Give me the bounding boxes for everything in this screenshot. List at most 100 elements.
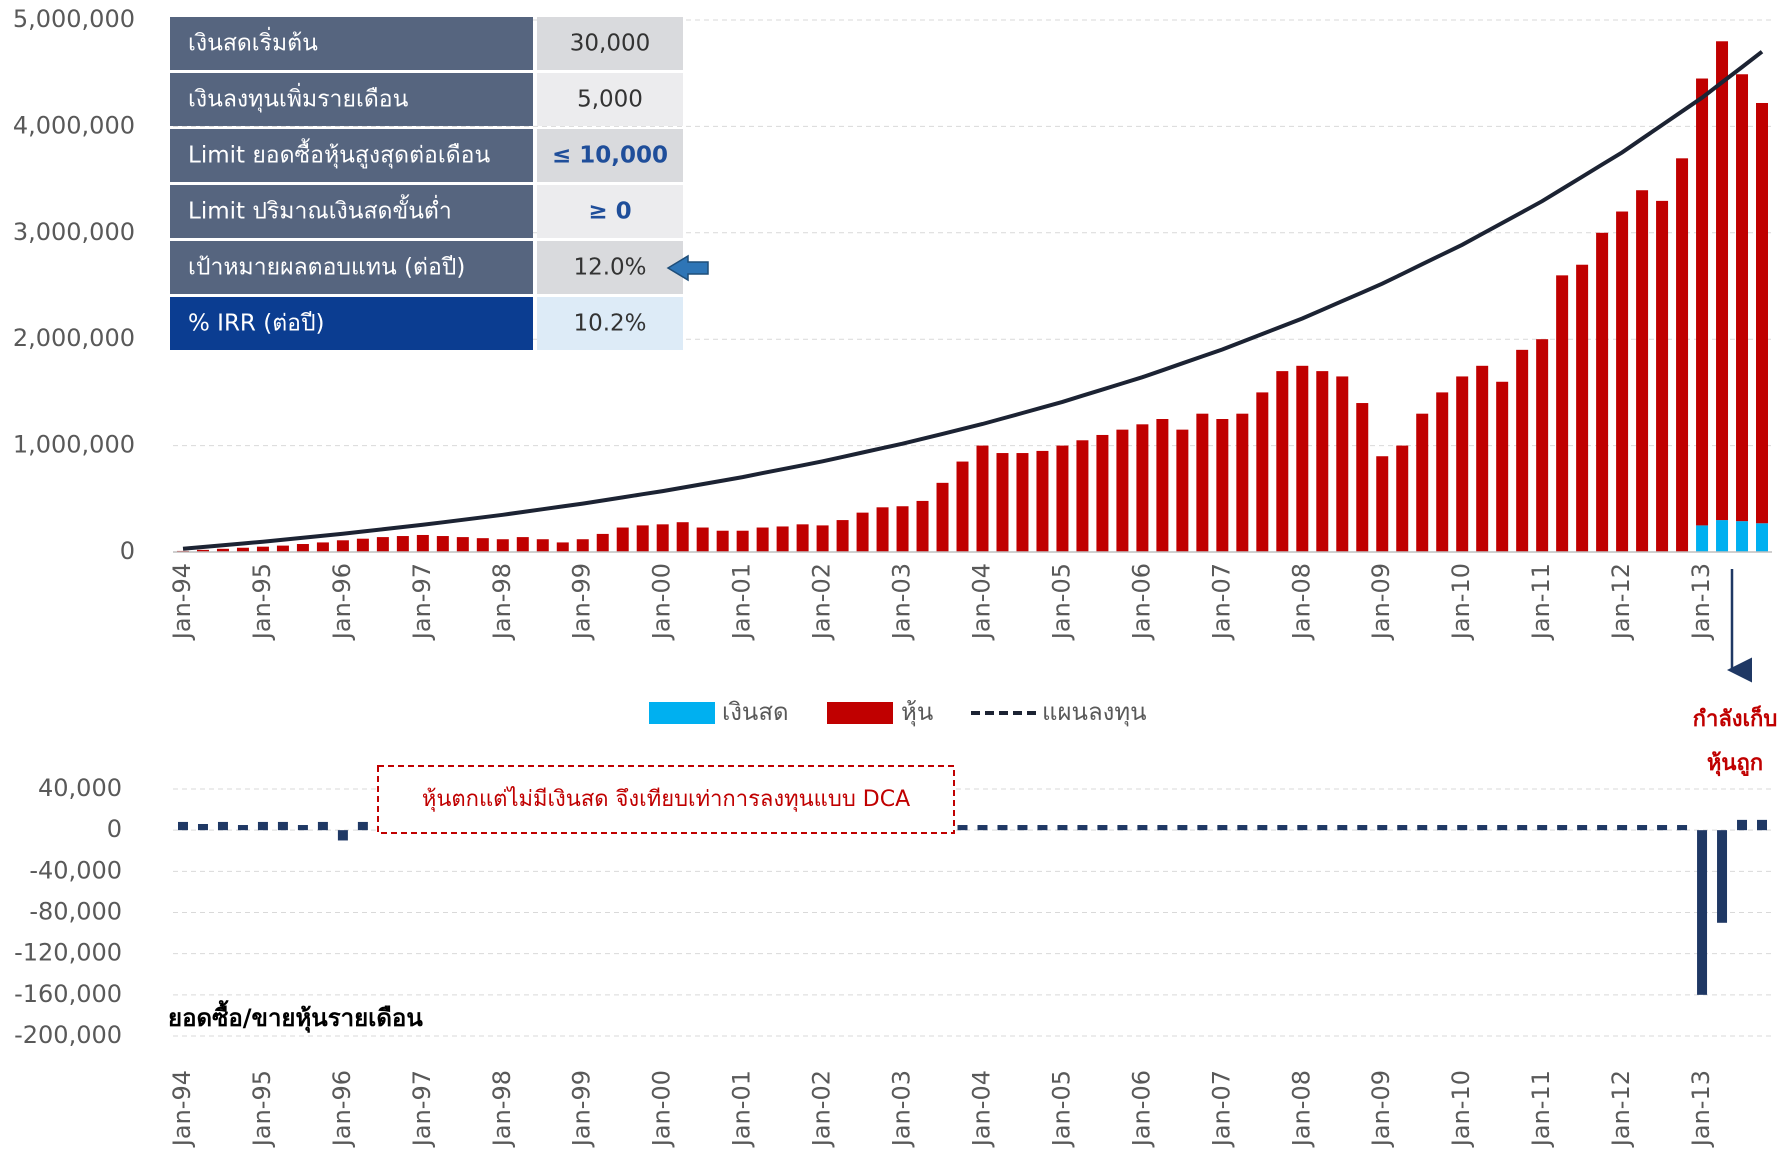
pointer-arrow [666, 254, 709, 282]
y-tick-label: -160,000 [14, 980, 122, 1008]
bar [1037, 825, 1048, 831]
bar [1217, 825, 1228, 831]
bar [1757, 819, 1768, 831]
bar [1457, 825, 1468, 831]
bar [1356, 403, 1369, 552]
table-value: ≥ 0 [588, 199, 631, 225]
bar [1756, 523, 1769, 552]
bar [1716, 41, 1729, 521]
x-tick-label: Jan-01 [728, 563, 756, 641]
bar [976, 445, 989, 552]
bar [576, 539, 589, 552]
parameter-table: เงินสดเริ่มต้น 30,000 เงินลงทุนเพิ่มรายเดื… [170, 17, 683, 350]
x-tick-label: Jan-01 [728, 1070, 756, 1148]
x-tick-label: Jan-09 [1367, 1070, 1395, 1148]
bar [716, 530, 729, 552]
x-tick-label: Jan-06 [1127, 1070, 1155, 1148]
y-tick-label: 0 [120, 537, 135, 565]
table-value: ≤ 10,000 [552, 143, 668, 169]
chart-title: ยอดซื้อ/ขายหุ้นรายเดือน [168, 999, 423, 1034]
x-tick-label: Jan-13 [1687, 563, 1715, 641]
x-tick-label: Jan-94 [168, 1070, 196, 1148]
bar [1297, 825, 1308, 831]
bar [916, 500, 929, 552]
bar [1076, 440, 1089, 552]
bar [1597, 825, 1608, 831]
bar [977, 825, 988, 831]
bar [1616, 211, 1629, 552]
bar [1456, 376, 1469, 552]
x-tick-label: Jan-99 [568, 563, 596, 641]
x-tick-label: Jan-06 [1127, 563, 1155, 641]
x-tick-label: Jan-95 [248, 563, 276, 641]
x-tick-label: Jan-02 [808, 563, 836, 641]
bar [1576, 264, 1589, 552]
bar [1477, 825, 1488, 831]
bar [1557, 825, 1568, 831]
bar [1537, 825, 1548, 831]
x-tick-label: Jan-03 [888, 1070, 916, 1148]
table-label: % IRR (ต่อปี) [188, 311, 325, 337]
bar [436, 536, 449, 552]
bar [1016, 453, 1029, 552]
y-tick-label: -120,000 [14, 939, 122, 967]
annotation: กำลังเก็บ [1693, 704, 1778, 732]
bar [936, 482, 949, 552]
bar [1697, 830, 1708, 995]
bar [1136, 424, 1149, 552]
x-tick-label: Jan-99 [568, 1070, 596, 1148]
bar [736, 530, 749, 552]
bar [476, 538, 489, 552]
bar [1216, 419, 1229, 552]
table-value: 5,000 [577, 87, 643, 113]
bar [1536, 339, 1549, 552]
bar [496, 539, 509, 552]
bar [1716, 520, 1729, 552]
bar [456, 537, 469, 552]
table-label-cell [170, 17, 533, 70]
table-label: เป้าหมายผลตอบแทน (ต่อปี) [188, 255, 465, 281]
x-tick-label: Jan-09 [1367, 563, 1395, 641]
bar [1416, 413, 1429, 552]
bar [197, 823, 208, 831]
bar [1476, 365, 1489, 552]
table-label: เงินสดเริ่มต้น [188, 27, 318, 57]
bar [1657, 825, 1668, 831]
table-label-cell [170, 241, 533, 294]
x-tick-label: Jan-02 [808, 1070, 836, 1148]
bar [1336, 376, 1349, 552]
bar [1057, 825, 1068, 831]
table-value-cell [537, 129, 683, 182]
x-tick-label: Jan-97 [408, 563, 436, 641]
bar [1157, 825, 1168, 831]
bar [1237, 825, 1248, 831]
bar [1496, 381, 1509, 552]
bar [1577, 825, 1588, 831]
x-tick-label: Jan-11 [1527, 563, 1555, 641]
x-tick-label: Jan-08 [1287, 563, 1315, 641]
legend-swatch [649, 702, 715, 724]
bar [1676, 158, 1689, 552]
bar [1236, 413, 1249, 552]
bar [217, 821, 228, 831]
legend-label: แผนลงทุน [1042, 698, 1147, 727]
bar [1177, 825, 1188, 831]
bar [396, 536, 409, 552]
x-tick-label: Jan-03 [888, 563, 916, 641]
bar [796, 524, 809, 552]
bar [1556, 275, 1569, 552]
bar [336, 540, 349, 552]
x-tick-label: Jan-98 [488, 563, 516, 641]
y-tick-label: 5,000,000 [13, 5, 135, 33]
bar [1156, 419, 1169, 552]
bar [997, 825, 1008, 831]
bar [1256, 392, 1269, 552]
table-value-cell [537, 17, 683, 70]
legend-label: หุ้น [901, 698, 933, 727]
bar [1696, 78, 1709, 526]
x-tick-label: Jan-12 [1607, 563, 1635, 641]
bar [1117, 825, 1128, 831]
bar [1056, 445, 1069, 552]
x-tick-label: Jan-05 [1047, 1070, 1075, 1148]
